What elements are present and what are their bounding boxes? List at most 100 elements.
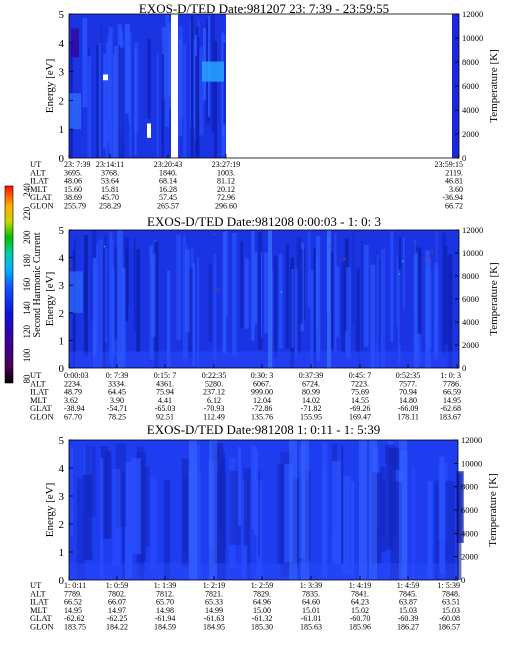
spectrogram-streak [100,23,103,159]
spectrogram-streak [278,254,283,349]
orbit-value: 72.96 [217,193,235,202]
spectrogram-streak [102,247,106,368]
orbit-value: 6067. [253,379,271,388]
y2-tick-label: 4000 [462,105,479,115]
spectrogram-streak [346,267,351,359]
orbit-value: 7835. [302,589,320,598]
orbit-value: 0:37:39 [299,371,323,380]
orbit-value: -60.08 [439,614,460,623]
orbit-value: 66.59 [443,388,461,397]
spectrogram-enhancement [117,230,123,368]
orbit-value: 48.79 [64,388,82,397]
colorbar-ticks: 240 220 200 180 160 140 120 100 80 [22,183,32,384]
spectrogram-streak [87,56,90,158]
orbit-row-label: GLAT [30,613,53,623]
colorbar-tick-label: 120 [22,325,32,339]
spectrogram-streak [257,232,263,350]
orbit-value: 75.69 [351,388,369,397]
spectrogram-speckle [429,259,431,262]
spectrogram-panel: EXOS-D/TED Date:981208 1: 0:11 - 1: 5:39… [30,422,499,632]
y-tick-label: 4 [59,38,65,50]
orbit-value: -62.25 [107,614,128,623]
spectrogram-streak [341,261,347,353]
orbit-row-label: GLAT [30,192,53,202]
orbit-value: 14.55 [351,396,369,405]
spectrogram-streak [114,247,118,340]
spectrogram-streak [125,249,129,322]
orbit-value: 1003. [217,168,235,177]
spectrogram-streak [433,268,438,360]
y-tick-label: 1 [59,335,65,347]
y-tick-label: 0 [59,575,65,587]
spectrogram-streak [115,443,126,527]
orbit-value: 0:45: 7 [349,371,371,380]
orbit-value: 48.06 [64,177,82,186]
spectrogram-streak [185,249,190,333]
spectrogram-streak [417,247,422,334]
orbit-value: 1: 4:19 [349,581,371,590]
orbit-value: -65.03 [155,404,176,413]
y2-axis-label: Temperature [K] [488,49,500,122]
y2-tick-label: 12000 [462,9,483,19]
spectrogram-streak [253,260,256,330]
orbit-value: 1: 5:39 [438,581,460,590]
orbit-value: 63.51 [442,598,460,607]
spectrogram-streak [98,43,103,158]
spectrogram-streak [429,258,431,368]
spectrogram-streak [223,42,227,125]
orbit-row-label: GLON [30,412,54,422]
colorbar: 240 220 200 180 160 140 120 100 80 Second Harmon… [4,183,43,384]
orbit-value: 186.57 [438,623,460,632]
spectrogram-streak [380,248,386,368]
spectrogram-streak [341,475,351,574]
spectrogram-streak [83,235,88,357]
colorbar-tick-label: 240 [22,183,32,197]
data-gap [147,123,151,138]
spectrogram-streak [100,446,109,539]
orbit-value: -61.01 [301,614,322,623]
orbit-value: -62.68 [440,404,461,413]
y2-tick-label: 0 [462,153,466,163]
orbit-value: 23:27:19 [212,160,240,169]
orbit-value: 7812. [156,589,174,598]
orbit-value: 15.03 [399,606,417,615]
spectrogram-streak [222,231,227,354]
spectrogram-streak [403,237,405,310]
orbit-value: -36.94 [442,193,463,202]
spectrogram-streak [179,26,183,118]
spectrogram-streak [183,44,187,158]
spectrogram-streak [380,481,386,552]
orbit-value: 7821. [205,589,223,598]
spectrogram-streak [134,238,136,332]
orbit-row-label: MLT [30,605,48,615]
spectrogram-streak [112,53,116,159]
orbit-value: 7829. [253,589,271,598]
spectrogram-streak [264,252,268,334]
orbit-row-label: GLON [30,622,54,632]
y-tick-label: 2 [59,95,65,107]
spectrogram-streak [111,267,115,368]
orbit-value: -72.86 [252,404,273,413]
spectrogram-streak [251,231,255,341]
spectrogram-streak [376,254,380,368]
y2-tick-label: 10000 [462,248,483,258]
spectrogram-streak [232,233,237,356]
orbit-value: 64.60 [302,598,320,607]
spectrogram-streak [272,270,274,368]
spectrogram-streak [114,45,119,158]
spectrogram-enhancement [69,93,81,130]
colorbar-tick-label: 180 [22,254,32,268]
orbit-value: 14.02 [302,396,320,405]
orbit-value: 64.45 [108,388,126,397]
orbit-value: 7786. [443,379,461,388]
orbit-value: 258.29 [99,202,121,211]
spectrogram-streak [77,478,86,580]
spectrogram-streak [100,457,104,580]
orbit-value: 999.00 [251,388,273,397]
orbit-value: 2234. [64,379,82,388]
orbit-value: 3695. [64,168,82,177]
y-tick-label: 3 [59,67,65,79]
orbit-value: 7845. [399,589,417,598]
y2-tick-label: 10000 [461,458,482,468]
spectrogram-streak [413,254,416,368]
